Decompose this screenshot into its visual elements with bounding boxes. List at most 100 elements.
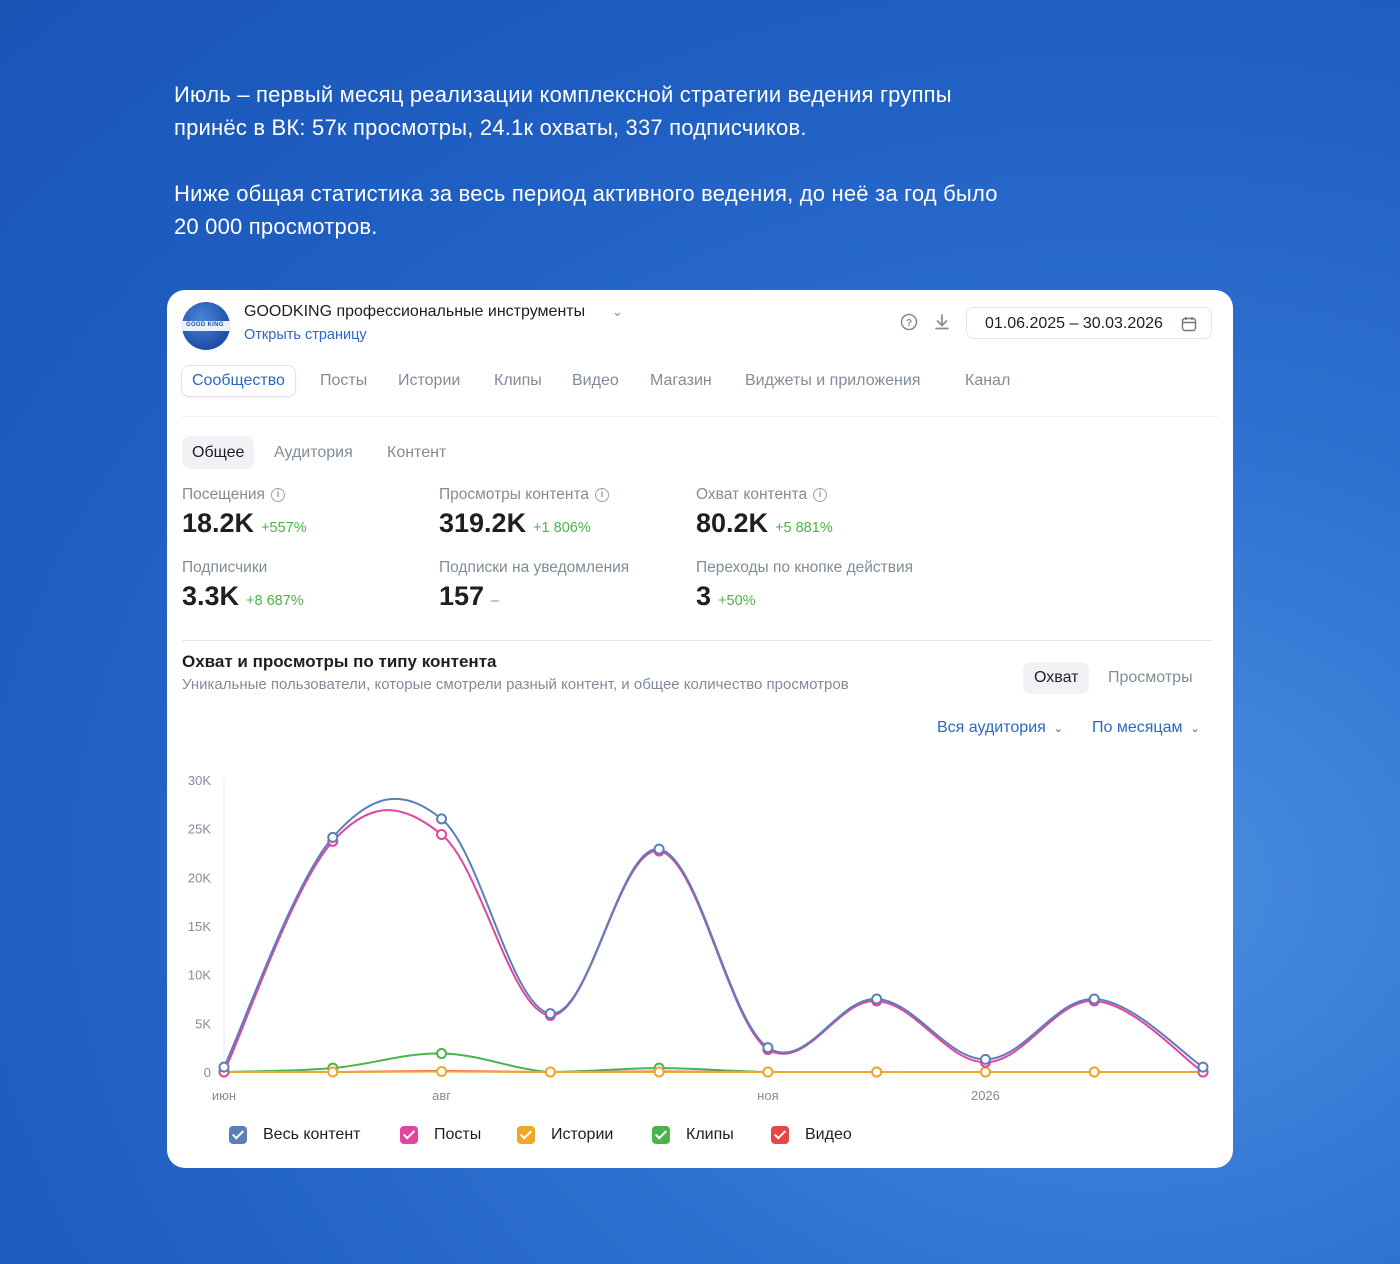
metric-content-reach: Охват контента i 80.2K +5 881%: [696, 486, 833, 539]
metric-value: 80.2K: [696, 508, 769, 538]
series-line: [223, 797, 1204, 1068]
legend-item-posts[interactable]: Посты: [400, 1126, 481, 1144]
info-icon[interactable]: i: [595, 488, 610, 502]
x-tick-label: ноя: [757, 1088, 778, 1103]
subtab-audience[interactable]: Аудитория: [274, 444, 353, 461]
info-icon[interactable]: i: [270, 488, 285, 502]
data-point[interactable]: [1088, 993, 1100, 1005]
legend-item-stories[interactable]: Истории: [517, 1126, 613, 1144]
help-icon[interactable]: ?: [899, 312, 919, 332]
data-point[interactable]: [979, 1066, 991, 1078]
data-point[interactable]: [979, 1053, 991, 1065]
legend-label: Видео: [805, 1126, 852, 1143]
data-point[interactable]: [653, 1066, 665, 1078]
chevron-down-icon: ⌄: [1053, 723, 1064, 735]
open-page-link[interactable]: Открыть страницу: [244, 327, 367, 343]
data-point[interactable]: [544, 1008, 556, 1020]
info-icon[interactable]: i: [813, 488, 828, 502]
metric-label: Переходы по кнопке действия: [696, 559, 914, 576]
tab-shop[interactable]: Магазин: [650, 372, 712, 389]
metric-label: Охват контента: [696, 486, 808, 503]
y-tick-label: 5K: [195, 1016, 211, 1031]
legend-label: Истории: [551, 1126, 614, 1143]
subtab-general[interactable]: Общее: [182, 436, 255, 469]
metric-delta: +557%: [261, 520, 307, 536]
data-point[interactable]: [436, 813, 448, 825]
checkbox-icon[interactable]: [229, 1126, 247, 1144]
x-tick-label: июн: [212, 1088, 236, 1103]
x-tick-label: авг: [432, 1088, 451, 1103]
tab-video[interactable]: Видео: [572, 372, 619, 389]
chart-subtitle: Уникальные пользователи, которые смотрел…: [182, 676, 849, 693]
checkbox-icon[interactable]: [517, 1126, 535, 1144]
metric-content-views: Просмотры контента i 319.2K +1 806%: [439, 486, 610, 539]
tabs-divider: [182, 416, 1218, 417]
data-point[interactable]: [871, 1066, 883, 1078]
metric-value: 18.2K: [182, 508, 255, 538]
chevron-down-icon[interactable]: ⌄: [612, 304, 623, 319]
tab-posts[interactable]: Посты: [320, 372, 368, 389]
metric-delta: –: [491, 593, 500, 609]
data-point[interactable]: [544, 1066, 556, 1078]
y-tick-label: 10K: [188, 968, 211, 983]
data-point[interactable]: [762, 1042, 774, 1054]
intro-paragraph-1: Июль – первый месяц реализации комплексн…: [174, 82, 952, 140]
audience-dropdown[interactable]: Вся аудитория ⌄: [937, 719, 1063, 737]
series-line: [223, 1052, 1203, 1074]
data-point[interactable]: [436, 1066, 448, 1078]
metric-delta: +50%: [718, 593, 756, 609]
intro-paragraph-2: Ниже общая статистика за весь период акт…: [174, 181, 998, 239]
tab-widgets[interactable]: Виджеты и приложения: [745, 372, 921, 389]
metric-value: 3.3K: [182, 581, 240, 611]
metric-label: Посещения: [182, 486, 265, 503]
data-point[interactable]: [1197, 1061, 1209, 1073]
data-point[interactable]: [871, 993, 883, 1005]
metric-label: Подписки на уведомления: [439, 559, 630, 576]
section-divider: [182, 640, 1212, 641]
svg-text:?: ?: [906, 318, 912, 329]
metric-value: 3: [696, 581, 712, 611]
subtab-content[interactable]: Контент: [387, 444, 447, 461]
legend-item-clips[interactable]: Клипы: [652, 1126, 734, 1144]
checkbox-icon[interactable]: [400, 1126, 418, 1144]
data-point[interactable]: [762, 1066, 774, 1078]
data-point[interactable]: [327, 1066, 339, 1078]
checkbox-icon[interactable]: [652, 1126, 670, 1144]
toggle-views[interactable]: Просмотры: [1108, 669, 1193, 686]
y-tick-label: 25K: [188, 822, 211, 837]
data-point[interactable]: [436, 829, 448, 841]
legend-item-video[interactable]: Видео: [771, 1126, 852, 1144]
period-dropdown-label: По месяцам: [1092, 719, 1183, 736]
data-point[interactable]: [1088, 1066, 1100, 1078]
data-point[interactable]: [327, 831, 339, 843]
audience-dropdown-label: Вся аудитория: [937, 719, 1046, 736]
data-point[interactable]: [653, 843, 665, 855]
metric-visits: Посещения i 18.2K +557%: [182, 486, 307, 539]
group-name[interactable]: GOODKING профессиональные инструменты: [244, 303, 586, 320]
series-line: [223, 809, 1204, 1073]
data-point[interactable]: [436, 1048, 448, 1060]
legend-item-all-content[interactable]: Весь контент: [229, 1126, 360, 1144]
download-icon[interactable]: [932, 312, 952, 332]
date-range-text: 01.06.2025 – 30.03.2026: [985, 315, 1163, 332]
metric-action-button-clicks: Переходы по кнопке действия 3 +50%: [696, 559, 913, 612]
line-chart: 0 5K 10K 15K 20K 25K 30K июн авг ноя 2026: [188, 773, 1209, 1103]
toggle-reach[interactable]: Охват: [1023, 662, 1090, 694]
metric-delta: +5 881%: [775, 520, 833, 536]
data-point[interactable]: [218, 1061, 230, 1073]
period-dropdown[interactable]: По месяцам ⌄: [1092, 719, 1200, 737]
intro-text: Июль – первый месяц реализации комплексн…: [174, 78, 1014, 276]
metric-subscribers: Подписчики 3.3K +8 687%: [182, 559, 304, 612]
chevron-down-icon: ⌄: [1190, 723, 1200, 735]
metric-delta: +1 806%: [533, 520, 591, 536]
metric-label: Просмотры контента: [439, 486, 590, 503]
tab-community[interactable]: Сообщество: [181, 365, 296, 397]
tab-channel[interactable]: Канал: [965, 372, 1011, 389]
checkbox-icon[interactable]: [771, 1126, 789, 1144]
metric-value: 319.2K: [439, 508, 527, 538]
tab-clips[interactable]: Клипы: [494, 372, 542, 389]
tab-stories[interactable]: Истории: [398, 372, 461, 389]
avatar[interactable]: GOOD KING: [182, 302, 230, 350]
calendar-icon: [1181, 317, 1197, 332]
date-range-picker[interactable]: 01.06.2025 – 30.03.2026: [966, 307, 1212, 339]
